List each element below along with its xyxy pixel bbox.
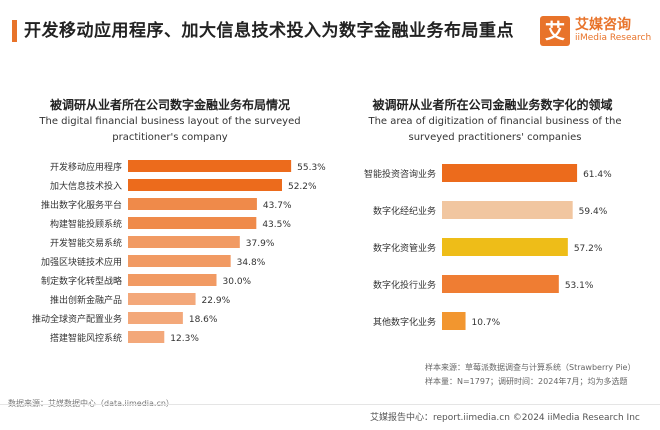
category-label: 其他数字化业务 [373,316,436,328]
bar [128,312,183,324]
category-label: 推动全球资产配置业务 [32,313,122,325]
category-label: 开发移动应用程序 [50,161,122,173]
value-label: 43.5% [262,220,291,230]
value-label: 57.2% [574,244,603,254]
logo-text-en: iiMedia Research [575,33,652,43]
brand-logo: 艾 艾媒咨询 iiMedia Research [540,14,652,50]
sample-info-note: 样本量：N=1797；调研时间：2024年7月；均为多选题 [425,377,628,386]
value-label: 12.3% [170,334,199,344]
value-label: 37.9% [246,239,275,249]
value-label: 18.6% [189,315,218,325]
bar [442,164,578,182]
value-label: 43.7% [263,201,292,211]
value-label: 59.4% [579,207,608,217]
logo-text-cn: 艾媒咨询 [575,17,631,33]
footer-divider [0,404,660,405]
bar [442,275,559,293]
value-label: 34.8% [237,258,266,268]
right-chart-title: 被调研从业者所在公司金融业务数字化的领域 [372,98,613,112]
sample-source-note: 样本来源：草莓派数据调查与计算系统（Strawberry Pie） [425,363,636,372]
page-title: 开发移动应用程序、加大信息技术投入为数字金融业务布局重点 [24,21,514,41]
left-chart-title: 被调研从业者所在公司数字金融业务布局情况 [49,98,290,112]
category-label: 推出创新金融产品 [50,294,122,306]
category-label: 开发智能交易系统 [50,237,122,249]
value-label: 30.0% [223,277,252,287]
title-accent-bar [12,20,17,42]
category-label: 推出数字化服务平台 [41,199,122,211]
right-chart-subtitle: The area of digitization of financial bu… [368,116,622,143]
category-label: 搭建智能风控系统 [50,332,122,344]
bar [128,217,257,229]
value-label: 55.3% [297,163,326,173]
category-label: 数字化经纪业务 [373,205,436,217]
value-label: 53.1% [565,281,594,291]
bar [442,201,573,219]
value-label: 61.4% [583,170,612,180]
category-label: 加强区块链技术应用 [41,256,122,268]
logo-icon: 艾 [540,16,570,46]
value-label: 22.9% [202,296,231,306]
value-label: 10.7% [472,318,501,328]
bar [128,160,292,172]
bar [128,198,257,210]
bar [128,274,217,286]
category-label: 数字化资管业务 [373,242,436,254]
left-bar-chart: 开发移动应用程序 55.3% 加大信息技术投入 52.2% 推出数字化服务平台 43.7%… [32,160,326,344]
left-chart-subtitle: The digital financial business layout of… [39,116,301,143]
bar [442,238,568,256]
category-label: 制定数字化转型战略 [41,275,122,287]
bar [128,255,231,267]
bar [128,179,282,191]
header-bar: 开发移动应用程序、加大信息技术投入为数字金融业务布局重点 艾 艾媒咨询 iiMe… [0,0,660,60]
bar [128,236,240,248]
category-label: 构建智能投顾系统 [50,218,122,230]
bar [442,312,466,330]
category-label: 数字化投行业务 [373,279,436,291]
bar [128,293,196,305]
category-label: 加大信息技术投入 [50,180,122,192]
category-label: 智能投资咨询业务 [364,168,436,180]
footer-brand-line: 艾媒报告中心：report.iimedia.cn ©2024 iiMedia R… [370,413,640,423]
right-bar-chart: 智能投资咨询业务 61.4% 数字化经纪业务 59.4% 数字化资管业务 57.2% 数字化… [364,164,612,330]
data-source-note: 数据来源：艾媒数据中心（data.iimedia.cn） [8,398,174,409]
value-label: 52.2% [288,182,317,192]
bar [128,331,165,343]
